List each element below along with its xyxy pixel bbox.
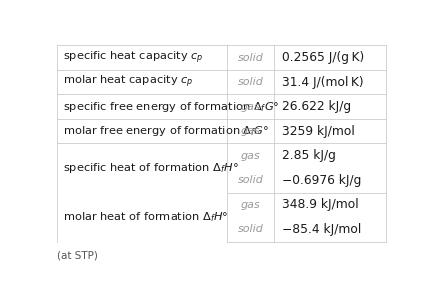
Text: 348.9 kJ/mol: 348.9 kJ/mol [282, 198, 359, 211]
Text: gas: gas [241, 200, 260, 210]
Text: solid: solid [237, 77, 263, 87]
Text: specific heat capacity $c_p$: specific heat capacity $c_p$ [62, 50, 203, 66]
Text: 0.2565 J/(g K): 0.2565 J/(g K) [282, 51, 365, 64]
Text: −85.4 kJ/mol: −85.4 kJ/mol [282, 223, 362, 236]
Text: molar heat capacity $c_p$: molar heat capacity $c_p$ [62, 74, 193, 90]
Text: (at STP): (at STP) [58, 251, 98, 260]
Text: solid: solid [237, 52, 263, 63]
Text: gas: gas [241, 126, 260, 136]
Text: solid: solid [237, 175, 263, 185]
Text: 3259 kJ/mol: 3259 kJ/mol [282, 125, 355, 138]
Text: 26.622 kJ/g: 26.622 kJ/g [282, 100, 352, 113]
Text: 2.85 kJ/g: 2.85 kJ/g [282, 149, 336, 162]
Text: −0.6976 kJ/g: −0.6976 kJ/g [282, 174, 362, 187]
Text: molar free energy of formation $\Delta_f G°$: molar free energy of formation $\Delta_f… [62, 124, 269, 138]
Text: gas: gas [241, 151, 260, 161]
Text: molar heat of formation $\Delta_f H°$: molar heat of formation $\Delta_f H°$ [62, 210, 228, 224]
Text: gas: gas [241, 102, 260, 112]
Text: specific free energy of formation $\Delta_f G°$: specific free energy of formation $\Delt… [62, 100, 279, 114]
Text: specific heat of formation $\Delta_f H°$: specific heat of formation $\Delta_f H°$ [62, 161, 238, 175]
Text: 31.4 J/(mol K): 31.4 J/(mol K) [282, 76, 364, 88]
Text: solid: solid [237, 224, 263, 234]
